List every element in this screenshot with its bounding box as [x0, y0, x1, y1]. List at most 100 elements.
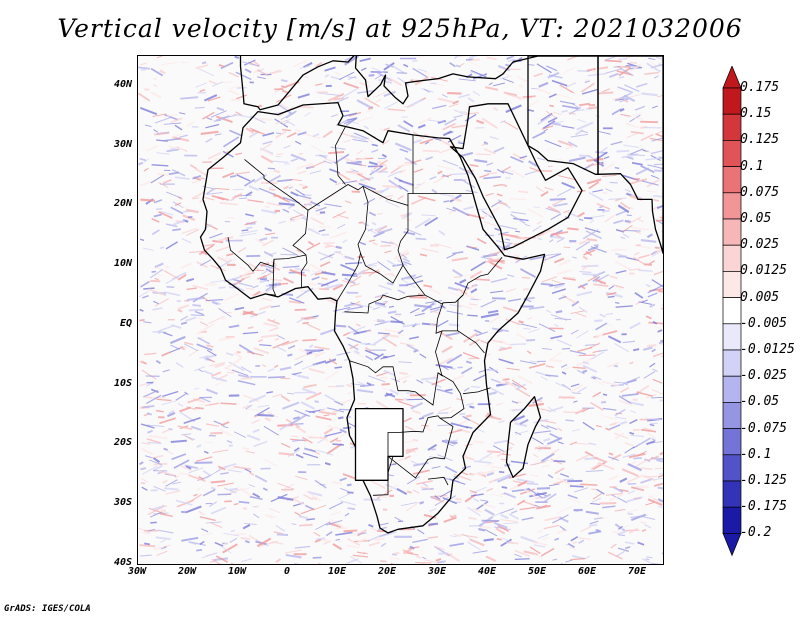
velocity-streak: [323, 414, 330, 417]
velocity-streak: [262, 364, 267, 368]
velocity-streak: [555, 382, 570, 390]
velocity-streak: [587, 245, 599, 252]
velocity-streak: [195, 406, 204, 410]
velocity-streak: [639, 515, 656, 521]
velocity-streak: [551, 448, 560, 455]
velocity-streak: [268, 326, 279, 332]
velocity-streak: [480, 312, 499, 319]
velocity-streak: [267, 167, 276, 170]
velocity-streak: [470, 260, 487, 272]
colorbar-swatch: [722, 140, 742, 167]
velocity-streak: [350, 350, 365, 358]
velocity-streak: [520, 268, 536, 279]
velocity-streak: [651, 396, 663, 399]
velocity-streak: [229, 198, 234, 202]
velocity-streak: [613, 219, 624, 225]
velocity-streak: [148, 528, 156, 532]
velocity-streak: [295, 140, 302, 145]
velocity-streak: [460, 111, 468, 114]
velocity-streak: [290, 435, 298, 438]
velocity-streak: [604, 59, 622, 63]
velocity-streak: [406, 476, 420, 485]
velocity-streak: [644, 523, 652, 529]
velocity-streak: [368, 523, 374, 528]
velocity-streak: [144, 396, 153, 399]
velocity-streak: [421, 247, 439, 253]
velocity-streak: [392, 553, 397, 556]
velocity-streak: [212, 239, 224, 244]
velocity-streak: [368, 375, 386, 383]
velocity-streak: [141, 441, 151, 445]
velocity-streak: [382, 387, 389, 391]
velocity-streak: [384, 200, 400, 208]
velocity-streak: [196, 456, 213, 462]
velocity-streak: [399, 169, 406, 174]
velocity-streak: [653, 482, 663, 487]
velocity-streak: [180, 315, 189, 321]
velocity-streak: [149, 459, 162, 466]
velocity-streak: [496, 446, 513, 458]
velocity-streak: [473, 440, 485, 444]
velocity-streak: [157, 173, 169, 176]
velocity-streak: [576, 312, 587, 318]
velocity-streak: [293, 447, 300, 452]
velocity-streak: [141, 369, 157, 380]
india-coastline: [597, 56, 663, 254]
velocity-streak: [572, 366, 586, 369]
country-border: [427, 476, 449, 486]
velocity-streak: [455, 497, 462, 501]
velocity-streak: [166, 148, 180, 153]
velocity-streak: [349, 556, 363, 564]
colorbar-swatch: [722, 192, 742, 220]
velocity-streak: [360, 384, 375, 388]
velocity-streak: [406, 490, 412, 494]
velocity-streak: [528, 305, 545, 310]
velocity-streak: [317, 251, 334, 259]
velocity-streak: [138, 290, 149, 298]
velocity-streak: [155, 208, 163, 210]
velocity-streak: [453, 56, 460, 60]
velocity-streak: [339, 155, 354, 162]
velocity-streak: [177, 308, 183, 313]
velocity-streak: [338, 71, 355, 81]
velocity-streak: [529, 360, 539, 363]
velocity-streak: [158, 470, 176, 477]
velocity-streak: [239, 197, 248, 199]
velocity-streak: [139, 107, 158, 116]
velocity-streak: [423, 513, 437, 519]
velocity-streak: [379, 128, 385, 132]
velocity-streak: [140, 477, 148, 483]
velocity-streak: [437, 97, 454, 104]
velocity-streak: [293, 268, 309, 271]
velocity-streak: [661, 552, 663, 555]
velocity-streak: [561, 181, 576, 189]
velocity-streak: [652, 249, 663, 257]
velocity-streak: [524, 223, 531, 227]
velocity-streak: [309, 170, 321, 175]
velocity-streak: [584, 217, 593, 220]
velocity-streak: [372, 241, 379, 246]
velocity-streak: [414, 312, 425, 317]
velocity-streak: [470, 288, 478, 294]
velocity-streak: [220, 472, 229, 475]
velocity-streak: [656, 130, 663, 134]
velocity-streak: [235, 94, 248, 100]
velocity-streak: [640, 467, 653, 471]
velocity-streak: [644, 71, 659, 75]
velocity-streak: [340, 263, 356, 272]
colorbar-level-label: -0.05: [740, 394, 780, 410]
velocity-streak: [412, 60, 418, 62]
velocity-streak: [147, 441, 162, 445]
velocity-streak: [511, 211, 526, 215]
velocity-streak: [248, 185, 260, 192]
velocity-streak: [203, 354, 218, 360]
velocity-streak: [536, 443, 552, 449]
velocity-streak: [363, 197, 376, 206]
velocity-streak: [614, 381, 625, 384]
velocity-streak: [350, 134, 367, 141]
velocity-streak: [484, 221, 497, 227]
velocity-streak: [198, 68, 215, 77]
velocity-streak: [196, 343, 213, 352]
velocity-streak: [605, 188, 613, 192]
velocity-streak: [179, 472, 191, 476]
